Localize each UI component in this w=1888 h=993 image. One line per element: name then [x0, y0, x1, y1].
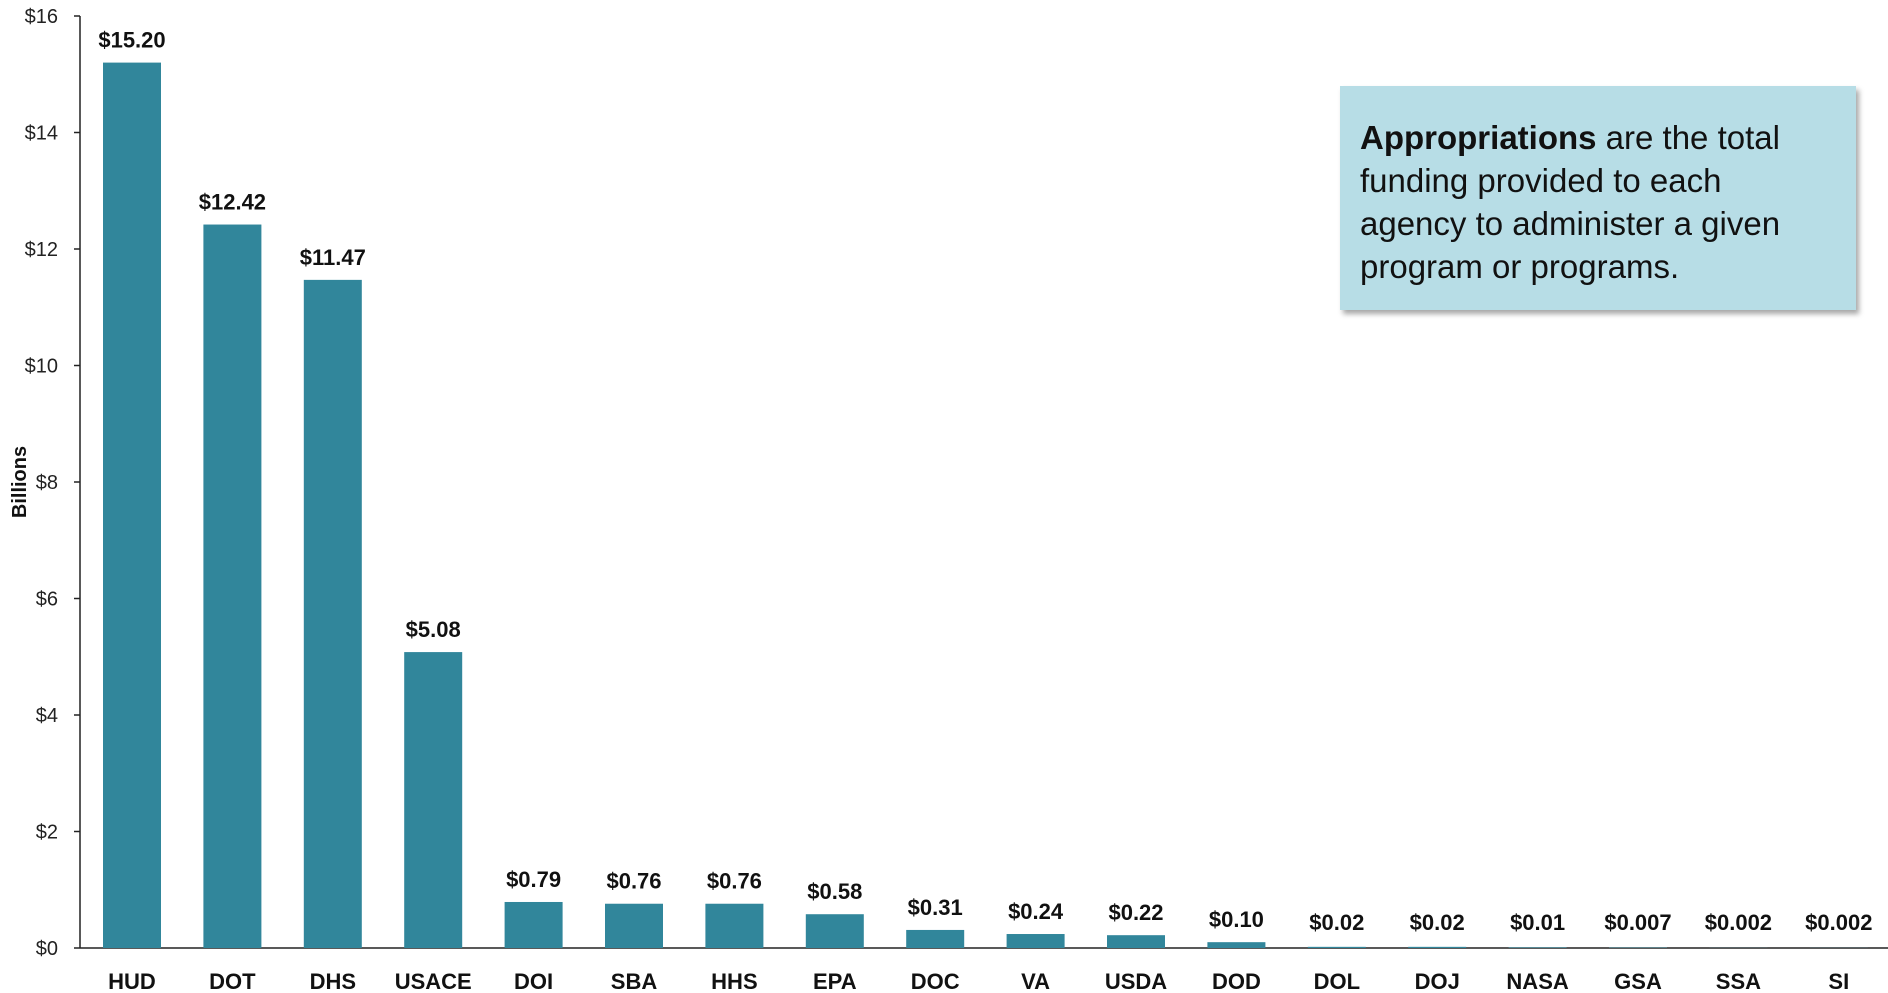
category-label: SI	[1828, 969, 1849, 993]
data-label: $0.002	[1805, 910, 1872, 935]
bar-doc	[906, 929, 965, 948]
y-tick-label: $10	[25, 356, 58, 378]
data-label: $0.10	[1209, 907, 1264, 932]
category-label: DOD	[1212, 969, 1261, 993]
data-label: $0.79	[506, 867, 561, 892]
y-tick-label: $2	[36, 822, 58, 844]
category-label: SSA	[1716, 969, 1761, 993]
bar-doi	[504, 901, 563, 948]
data-label: $0.02	[1410, 910, 1465, 935]
category-label: DOJ	[1415, 969, 1460, 993]
bar-sba	[605, 903, 663, 948]
bar-dod	[1207, 942, 1266, 948]
data-label: $0.58	[807, 879, 862, 904]
category-label: VA	[1021, 969, 1050, 993]
data-label: $0.007	[1604, 910, 1671, 935]
data-label: $15.20	[98, 28, 165, 53]
category-labels-group: HUD DOT DHS USACE DOI SBA HHS EPA DOC VA USDA DOD DO…	[108, 969, 1849, 993]
bar-epa	[805, 914, 864, 948]
category-label: DOC	[911, 969, 960, 993]
bar-dol	[1307, 946, 1366, 948]
bar-doj	[1408, 946, 1467, 948]
data-labels-group: $15.20 $12.42 $11.47 $5.08 $0.79 $0.76 $0.76 $0…	[98, 28, 1872, 935]
callout-bold-term: Appropriations	[1360, 119, 1597, 156]
category-label: NASA	[1506, 969, 1568, 993]
data-label: $0.01	[1510, 910, 1565, 935]
category-label: DOL	[1314, 969, 1360, 993]
y-tick-label: $4	[36, 705, 58, 727]
y-tick-label: $0	[36, 938, 58, 960]
y-axis-ticks: $0 $2 $4 $6 $8 $10 $12 $14 $16	[25, 6, 80, 960]
y-tick-label: $8	[36, 472, 58, 494]
data-label: $5.08	[406, 617, 461, 642]
data-label: $0.002	[1705, 910, 1772, 935]
definition-callout: Appropriations are the total funding pro…	[1340, 86, 1856, 310]
bars-group	[103, 62, 1868, 949]
bar-nasa	[1508, 947, 1567, 948]
category-label: GSA	[1614, 969, 1662, 993]
data-label: $0.02	[1309, 910, 1364, 935]
y-tick-label: $6	[36, 589, 58, 611]
bar-hhs	[705, 903, 764, 948]
data-label: $0.76	[707, 869, 762, 894]
y-tick-label: $16	[25, 6, 58, 28]
bar-dhs	[303, 279, 362, 948]
y-tick-label: $12	[25, 239, 58, 261]
bar-va	[1006, 934, 1065, 948]
bar-dot	[203, 224, 262, 948]
category-label: EPA	[813, 969, 857, 993]
data-label: $12.42	[199, 190, 266, 215]
category-label: SBA	[611, 969, 658, 993]
data-label: $0.24	[1008, 899, 1064, 924]
y-axis-title: Billions	[9, 446, 31, 518]
category-label: HUD	[108, 969, 156, 993]
bar-hud	[103, 62, 161, 949]
bar-usace	[404, 652, 463, 948]
y-tick-label: $14	[25, 123, 58, 145]
data-label: $0.22	[1108, 900, 1163, 925]
category-label: USACE	[395, 969, 472, 993]
callout-text: are the total funding provided to each a…	[1360, 119, 1781, 285]
data-label: $0.76	[606, 869, 661, 894]
data-label: $11.47	[300, 245, 366, 270]
category-label: DOI	[514, 969, 553, 993]
category-label: USDA	[1105, 969, 1167, 993]
data-label: $0.31	[908, 895, 963, 920]
category-label: DHS	[310, 969, 356, 993]
category-label: HHS	[711, 969, 757, 993]
bar-usda	[1107, 935, 1165, 948]
category-label: DOT	[209, 969, 256, 993]
